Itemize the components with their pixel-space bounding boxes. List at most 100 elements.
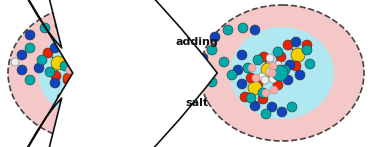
Circle shape <box>75 95 85 105</box>
Circle shape <box>51 56 65 70</box>
Circle shape <box>246 73 256 83</box>
Circle shape <box>62 49 72 59</box>
Circle shape <box>43 48 53 58</box>
Circle shape <box>250 101 260 111</box>
Ellipse shape <box>200 5 364 141</box>
Circle shape <box>63 75 73 85</box>
Circle shape <box>277 107 287 117</box>
Circle shape <box>65 83 79 97</box>
Circle shape <box>250 25 260 35</box>
Circle shape <box>88 74 96 82</box>
Circle shape <box>17 65 27 75</box>
Circle shape <box>75 85 85 95</box>
Circle shape <box>253 55 263 65</box>
Text: adding: adding <box>176 37 218 47</box>
Circle shape <box>258 73 266 81</box>
Circle shape <box>68 48 76 56</box>
Circle shape <box>268 69 276 77</box>
Circle shape <box>285 60 295 70</box>
Circle shape <box>66 66 74 74</box>
Circle shape <box>67 63 77 73</box>
Circle shape <box>248 64 256 72</box>
Circle shape <box>198 67 208 77</box>
Circle shape <box>113 69 123 79</box>
Circle shape <box>261 63 275 77</box>
Circle shape <box>283 75 293 85</box>
Circle shape <box>207 77 217 87</box>
Circle shape <box>274 61 282 69</box>
Circle shape <box>34 63 44 73</box>
Circle shape <box>93 78 103 88</box>
Circle shape <box>253 79 263 89</box>
Circle shape <box>76 72 84 80</box>
Circle shape <box>40 23 50 33</box>
Circle shape <box>291 61 301 71</box>
Circle shape <box>104 55 114 65</box>
Circle shape <box>198 53 208 63</box>
Circle shape <box>227 70 237 80</box>
Circle shape <box>259 52 269 62</box>
Circle shape <box>238 23 248 33</box>
Circle shape <box>123 61 133 71</box>
Circle shape <box>261 76 269 84</box>
Circle shape <box>121 47 131 57</box>
Circle shape <box>276 52 286 62</box>
Circle shape <box>273 80 283 90</box>
Circle shape <box>262 89 270 97</box>
Circle shape <box>91 58 99 66</box>
Circle shape <box>266 54 274 62</box>
Circle shape <box>55 20 65 30</box>
Circle shape <box>261 109 271 119</box>
Circle shape <box>246 93 256 103</box>
Circle shape <box>71 76 79 84</box>
Circle shape <box>269 75 277 83</box>
Circle shape <box>85 99 95 109</box>
Circle shape <box>84 51 92 59</box>
Circle shape <box>17 50 27 60</box>
Circle shape <box>283 40 293 50</box>
Circle shape <box>45 67 55 77</box>
Circle shape <box>267 102 277 112</box>
Circle shape <box>237 50 247 60</box>
Circle shape <box>287 102 297 112</box>
Circle shape <box>210 32 220 42</box>
Circle shape <box>233 65 243 75</box>
Circle shape <box>67 98 77 108</box>
Circle shape <box>90 45 100 55</box>
Circle shape <box>302 40 312 50</box>
Circle shape <box>79 49 89 59</box>
Circle shape <box>95 105 105 115</box>
Circle shape <box>76 61 84 69</box>
Circle shape <box>67 23 77 33</box>
Circle shape <box>237 79 247 89</box>
Circle shape <box>266 68 274 76</box>
Circle shape <box>76 40 84 48</box>
Circle shape <box>219 57 229 67</box>
Ellipse shape <box>8 5 172 141</box>
Circle shape <box>37 55 47 65</box>
Circle shape <box>57 93 67 103</box>
Circle shape <box>25 75 35 85</box>
Circle shape <box>63 91 73 101</box>
Circle shape <box>80 109 90 119</box>
Circle shape <box>25 30 35 40</box>
Circle shape <box>63 73 73 83</box>
Circle shape <box>223 25 233 35</box>
Circle shape <box>243 63 253 73</box>
Circle shape <box>272 65 288 81</box>
Circle shape <box>207 45 217 55</box>
Circle shape <box>81 61 95 75</box>
Circle shape <box>240 92 250 102</box>
Ellipse shape <box>230 27 334 119</box>
Circle shape <box>25 43 35 53</box>
Circle shape <box>295 70 305 80</box>
Circle shape <box>51 71 61 81</box>
Circle shape <box>70 53 80 63</box>
Circle shape <box>270 86 278 94</box>
Circle shape <box>50 43 60 53</box>
Circle shape <box>258 88 268 98</box>
Circle shape <box>98 63 108 73</box>
Ellipse shape <box>38 27 142 119</box>
Circle shape <box>258 94 268 104</box>
Circle shape <box>50 78 60 88</box>
